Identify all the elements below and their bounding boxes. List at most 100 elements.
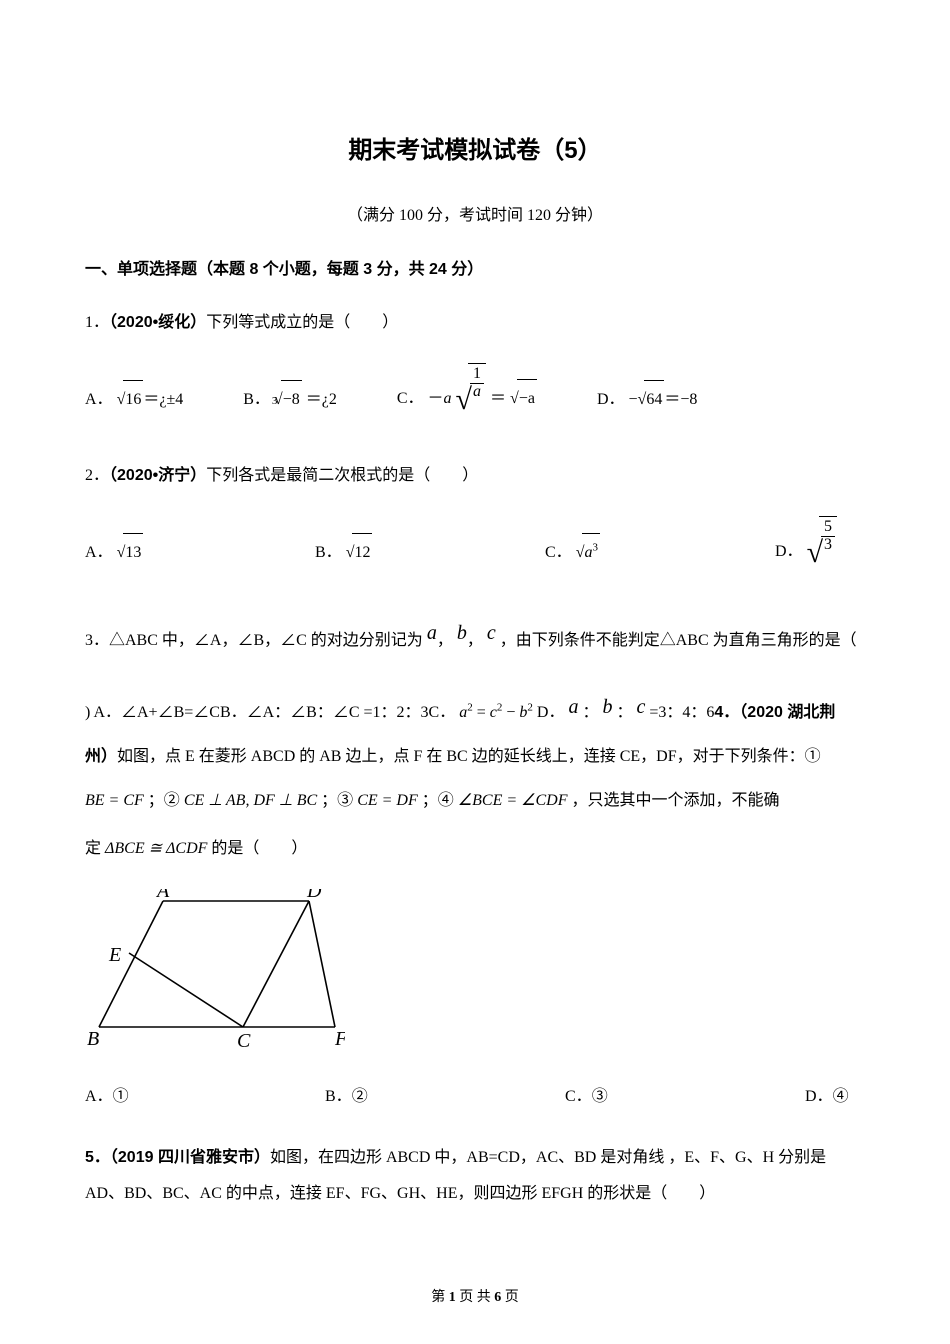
q4-cond3: CE = DF <box>357 792 418 809</box>
page-subtitle: （满分 100 分，考试时间 120 分钟） <box>85 201 865 225</box>
q3-ratio: =3：4：6 <box>649 704 714 721</box>
q4-source-a: 4．（2020 湖北荆 <box>714 704 835 721</box>
q1-source: （2020•绥化） <box>109 314 206 331</box>
q2-opt-d: D． √ 53 <box>775 516 837 589</box>
q1-a-radicand: 16 <box>123 380 143 419</box>
q4-d-val: ④ <box>833 1088 849 1105</box>
q3-line2: ) A．∠A+∠B=∠CB．∠A：∠B：∠C =1：2：3C． a2 = c2 … <box>85 687 865 729</box>
q1-num: 1． <box>85 314 109 331</box>
q2-d-den: 3 <box>821 536 835 554</box>
q4-pre4: 定 <box>85 840 101 857</box>
q5-l1: 如图，在四边形 ABCD 中，AB=CD，AC、BD 是对角线 ，E、F、G、H… <box>270 1149 826 1166</box>
q4-opt-b: B．② <box>325 1078 505 1116</box>
q3-eqn-c: c <box>490 704 497 721</box>
q3-ra: a <box>568 696 578 718</box>
q2-c-exp: 3 <box>592 541 598 553</box>
q4-d-lab: D． <box>805 1088 833 1105</box>
footer-post: 页 <box>501 1290 519 1305</box>
q1-d-radicand: 64 <box>644 380 664 419</box>
q1-opt-c: C． －a √ 1a ＝ √−a <box>397 363 537 436</box>
q1-d-neg: − <box>629 391 638 408</box>
footer-mid: 页 共 <box>456 1290 495 1305</box>
q3-eqn-a2: 2 <box>467 702 473 714</box>
q4-cond2: CE ⊥ AB, DF ⊥ BC <box>184 792 317 809</box>
q4-cond4: ∠BCE = ∠CDF <box>458 792 568 809</box>
q1-b-label: B． <box>243 391 270 408</box>
q4-a-lab: A． <box>85 1088 113 1105</box>
svg-text:D: D <box>306 889 322 902</box>
q4-figure: ADBCFE <box>85 889 865 1054</box>
footer-n: 1 <box>449 1290 456 1305</box>
q1-c-label: C． <box>397 390 424 407</box>
q1-a-label: A． <box>85 391 113 408</box>
q4-text-a: 如图，点 E 在菱形 ABCD 的 AB 边上，点 F 在 BC 边的延长线上，… <box>117 748 821 765</box>
q4-options: A．① B．② C．③ D．④ <box>85 1078 865 1116</box>
q1-a-rhs: ＝¿±4 <box>143 391 183 408</box>
q4-cond1: BE = CF <box>85 792 144 809</box>
q3-var-c: c <box>487 622 496 644</box>
svg-text:B: B <box>87 1028 99 1049</box>
q4-line3: BE = CF ；② CE ⊥ AB, DF ⊥ BC ；③ CE = DF ；… <box>85 785 865 817</box>
q4-b-val: ② <box>352 1088 368 1105</box>
q3-var-b: b <box>457 622 467 644</box>
q1-c-eq: ＝ <box>490 390 506 407</box>
q4-post3: ，只选其中一个添加，不能确 <box>571 792 779 809</box>
q2-d-label: D． <box>775 543 803 560</box>
svg-text:A: A <box>155 889 170 902</box>
q2-b-rad: 12 <box>352 533 372 572</box>
q2-options: A． √13 B． √12 C． √a3 D． √ 53 <box>85 516 865 589</box>
q4-source-b: 州） <box>85 748 117 765</box>
q4-cong: ΔBCE ≅ ΔCDF <box>105 840 207 857</box>
q1-opt-d: D． −√64＝−8 <box>597 380 697 419</box>
q1-c-num: 1 <box>470 366 484 383</box>
q3-d-label: D． <box>537 704 565 721</box>
q1-b-radicand: −8 <box>281 380 302 419</box>
q3-rc: c <box>636 696 645 718</box>
page-footer: 第 1 页 共 6 页 <box>0 1286 950 1306</box>
q1-b-rootindex: 3 <box>272 388 278 414</box>
rhombus-diagram: ADBCFE <box>85 889 345 1049</box>
q4-c4: ；④ <box>422 792 454 809</box>
q2-d-num: 5 <box>821 519 835 536</box>
q1-c-coef: a <box>444 390 452 407</box>
q3-rb: b <box>602 696 612 718</box>
q3-eqn-c2: 2 <box>497 702 503 714</box>
q1-d-rhs: ＝−8 <box>664 391 697 408</box>
q3-eqn-min: − <box>506 704 515 721</box>
q3-var-a: a <box>427 622 437 644</box>
q1-c-den: a <box>470 383 484 401</box>
q3-line2-text: ) A．∠A+∠B=∠CB．∠A：∠B：∠C =1：2：3C． <box>85 704 455 721</box>
q5-num: 5． <box>85 1149 110 1166</box>
q2-b-label: B． <box>315 544 342 561</box>
q2-c-label: C． <box>545 544 572 561</box>
q5-l2: AD、BD、BC、AC 的中点，连接 EF、FG、GH、HE，则四边形 EFGH… <box>85 1185 715 1202</box>
q3-pre: 3．△ABC 中，∠A，∠B，∠C 的对边分别记为 <box>85 632 423 649</box>
q2-opt-b: B． √12 <box>315 533 485 572</box>
q1-stem: 1．（2020•绥化）下列等式成立的是（ ） <box>85 307 865 339</box>
section-1-heading: 一、单项选择题（本题 8 个小题，每题 3 分，共 24 分） <box>85 255 865 279</box>
q1-text: 下列等式成立的是（ ） <box>206 314 398 331</box>
q5-stem: 5．（2019 四川省雅安市）如图，在四边形 ABCD 中，AB=CD，AC、B… <box>85 1140 865 1210</box>
svg-text:F: F <box>334 1028 345 1049</box>
q2-num: 2． <box>85 467 109 484</box>
q4-line2: 州）如图，点 E 在菱形 ABCD 的 AB 边上，点 F 在 BC 边的延长线… <box>85 741 865 773</box>
footer-pre: 第 <box>431 1290 449 1305</box>
q4-a-val: ① <box>113 1088 129 1105</box>
q2-a-label: A． <box>85 544 113 561</box>
svg-text:E: E <box>108 944 121 966</box>
q4-c-val: ③ <box>592 1088 608 1105</box>
q2-opt-c: C． √a3 <box>545 533 715 572</box>
q3-eqn-eq: = <box>477 704 486 721</box>
q2-stem: 2．（2020•济宁）下列各式是最简二次根式的是（ ） <box>85 460 865 492</box>
q1-d-label: D． <box>597 391 625 408</box>
q4-c3: ；③ <box>321 792 353 809</box>
q1-options: A． √16＝¿±4 B． 3 √−8 ＝¿2 C． －a √ 1a ＝ √−a… <box>85 363 865 436</box>
q2-source: （2020•济宁） <box>109 467 206 484</box>
q1-c-neg: － <box>428 390 444 407</box>
q5-source: （2019 四川省雅安市） <box>110 1149 270 1166</box>
q2-text: 下列各式是最简二次根式的是（ ） <box>206 467 478 484</box>
q4-b-lab: B． <box>325 1088 352 1105</box>
q4-post4: 的是（ ） <box>211 840 307 857</box>
q3-eqn-b2: 2 <box>527 702 533 714</box>
q1-c-rhs-a: a <box>528 390 535 407</box>
